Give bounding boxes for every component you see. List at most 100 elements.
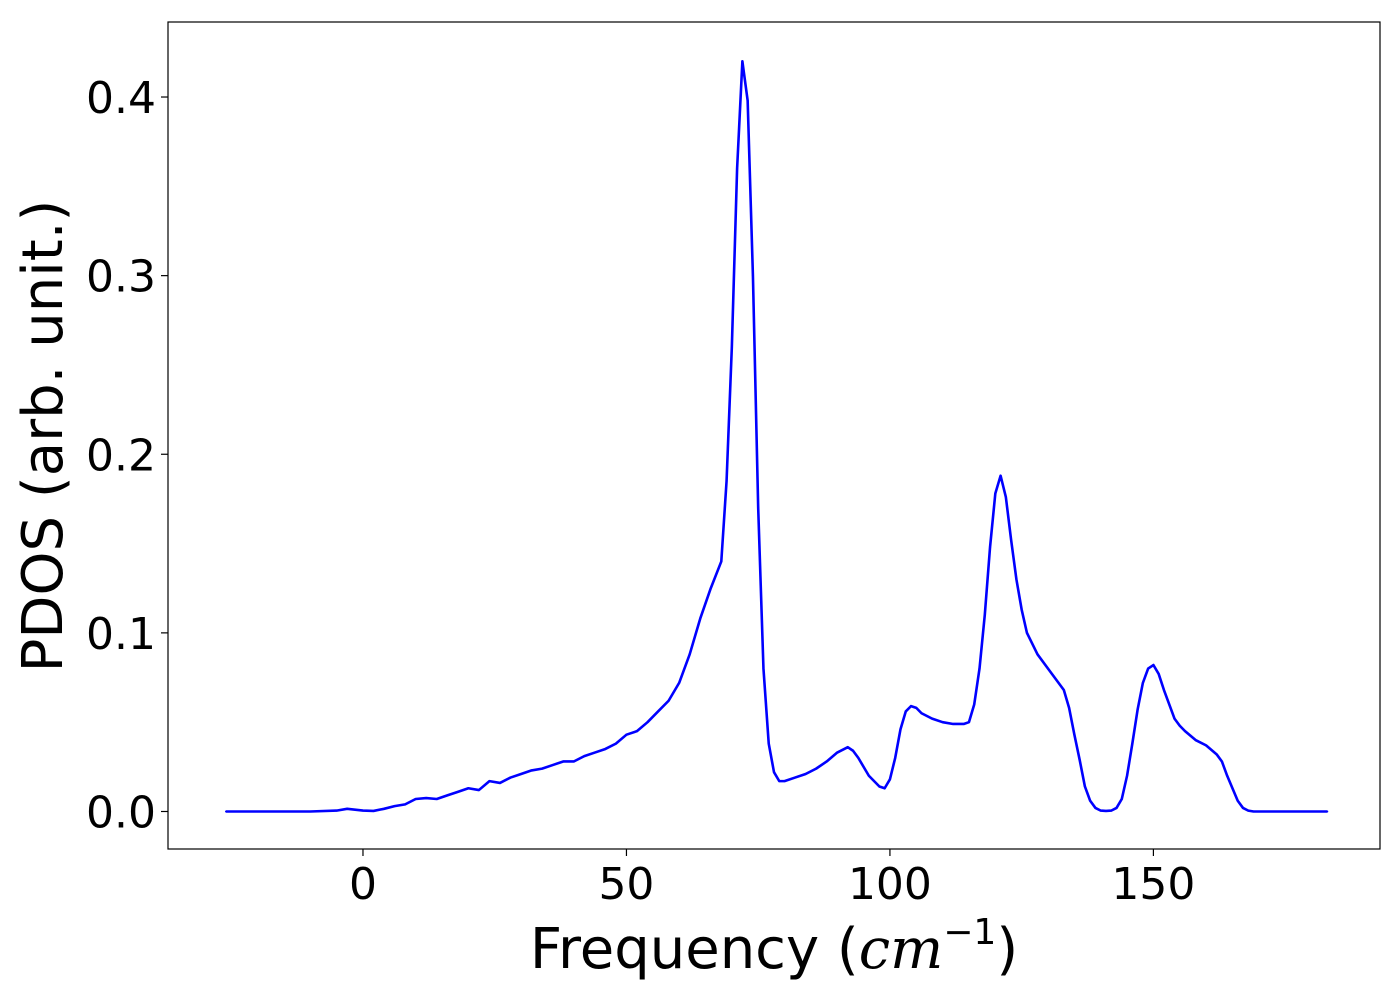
- y-tick-label: 0.1: [86, 609, 156, 660]
- data-point: [425, 797, 428, 800]
- y-axis-label: PDOS (arb. unit.): [11, 200, 76, 673]
- data-point: [967, 721, 970, 724]
- data-point: [857, 756, 860, 759]
- data-point: [883, 787, 886, 790]
- data-point: [962, 722, 965, 725]
- data-point: [767, 742, 770, 745]
- data-point: [551, 764, 554, 767]
- data-point: [867, 774, 870, 777]
- data-point: [1120, 797, 1123, 800]
- x-tick-label: 0: [349, 859, 377, 910]
- data-point: [1004, 496, 1007, 499]
- data-point: [346, 807, 349, 810]
- data-point: [688, 653, 691, 656]
- x-axis-label-suffix: ): [996, 917, 1018, 982]
- data-point: [741, 60, 744, 63]
- data-point: [1194, 739, 1197, 742]
- data-point: [952, 722, 955, 725]
- data-point: [435, 797, 438, 800]
- data-point: [804, 772, 807, 775]
- data-point: [1057, 681, 1060, 684]
- data-point: [224, 810, 227, 813]
- data-point: [1083, 785, 1086, 788]
- x-axis-label: Frequency (cm−1): [530, 912, 1018, 982]
- data-point: [1136, 708, 1139, 711]
- x-axis-label-unit: cm: [859, 917, 943, 982]
- data-point: [941, 721, 944, 724]
- data-point: [899, 728, 902, 731]
- data-point: [1078, 758, 1081, 761]
- data-point: [1073, 733, 1076, 736]
- data-point: [1010, 538, 1013, 541]
- x-tick-label: 100: [848, 859, 932, 910]
- data-point: [1089, 799, 1092, 802]
- data-point: [730, 346, 733, 349]
- data-point: [1215, 753, 1218, 756]
- data-point: [657, 710, 660, 713]
- data-point: [778, 780, 781, 783]
- data-point: [773, 771, 775, 774]
- data-point: [335, 809, 338, 812]
- data-point: [530, 769, 533, 772]
- data-point: [383, 807, 386, 810]
- data-point: [1310, 810, 1313, 813]
- plot-frame: [167, 21, 1381, 850]
- data-point: [678, 681, 681, 684]
- data-point: [1252, 810, 1255, 813]
- data-point: [1147, 667, 1150, 670]
- x-tick-label: 150: [1111, 859, 1195, 910]
- data-point: [456, 790, 459, 793]
- data-point: [572, 760, 575, 763]
- series-layer: [224, 59, 1329, 813]
- data-point: [720, 560, 723, 563]
- data-point: [667, 699, 670, 702]
- data-point: [989, 546, 992, 549]
- data-point: [1031, 642, 1034, 645]
- data-point: [1062, 689, 1065, 692]
- data-point: [1015, 578, 1018, 581]
- data-point: [709, 587, 712, 590]
- data-point: [446, 794, 449, 797]
- data-point: [920, 712, 923, 715]
- data-point: [1131, 742, 1134, 745]
- data-point: [794, 776, 797, 779]
- data-point: [562, 760, 565, 763]
- data-point: [1173, 717, 1176, 720]
- data-point: [614, 742, 617, 745]
- y-axis-ticks: 0.0 0.1 0.2 0.3 0.4: [86, 73, 168, 838]
- data-point: [815, 767, 818, 770]
- data-point: [910, 705, 913, 708]
- data-point: [635, 730, 638, 733]
- data-point: [1236, 799, 1239, 802]
- data-point: [751, 274, 754, 277]
- data-point: [1168, 703, 1171, 706]
- x-tick-label: 50: [598, 859, 654, 910]
- y-tick-label: 0.0: [86, 787, 156, 838]
- data-point: [625, 733, 628, 736]
- data-point: [915, 706, 918, 709]
- data-point: [1226, 774, 1229, 777]
- data-point: [1068, 706, 1071, 709]
- data-point: [309, 810, 312, 813]
- data-point: [1231, 787, 1234, 790]
- data-point: [1020, 608, 1023, 611]
- data-point: [1104, 809, 1107, 812]
- data-point: [1126, 774, 1129, 777]
- data-point: [1162, 689, 1165, 692]
- data-point: [593, 751, 596, 754]
- data-point: [1047, 667, 1050, 670]
- data-point: [1257, 810, 1260, 813]
- data-point: [994, 492, 997, 495]
- data-point: [498, 781, 501, 784]
- data-point: [1094, 806, 1097, 809]
- data-point: [783, 780, 786, 783]
- data-point: [393, 805, 396, 808]
- data-point: [931, 717, 934, 720]
- data-point: [1157, 672, 1160, 675]
- data-point: [541, 767, 544, 770]
- data-point: [1205, 744, 1208, 747]
- data-point: [404, 803, 407, 806]
- data-point: [1284, 810, 1287, 813]
